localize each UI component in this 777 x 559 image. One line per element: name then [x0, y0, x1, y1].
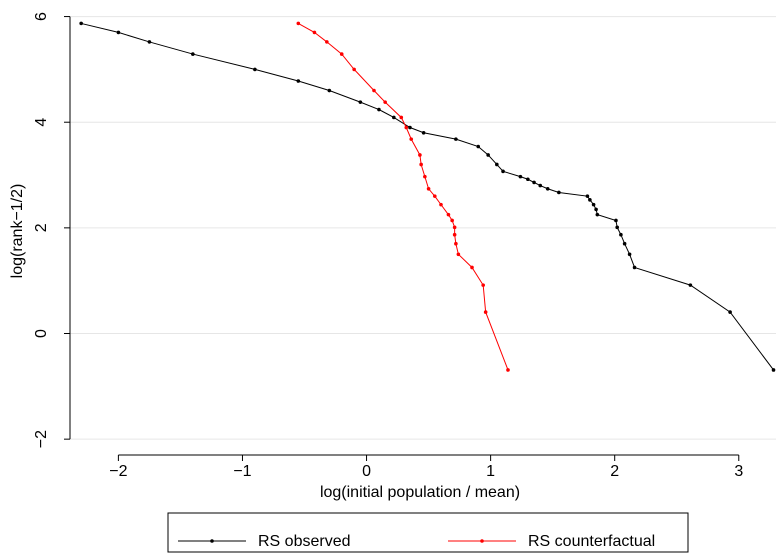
point: [450, 218, 454, 223]
point: [352, 67, 356, 72]
point: [439, 202, 443, 207]
y-axis-label: log(rank−1/2): [9, 184, 26, 279]
y-tick-label: 4: [33, 118, 50, 127]
point: [771, 368, 776, 372]
point: [446, 212, 451, 217]
point: [421, 130, 426, 135]
point: [404, 125, 409, 130]
point: [392, 115, 396, 120]
point: [619, 232, 623, 237]
legend-label: RS counterfactual: [528, 533, 655, 550]
point: [557, 190, 561, 195]
x-tick-label: −1: [233, 463, 251, 480]
point: [419, 162, 423, 167]
point: [588, 198, 592, 202]
point: [483, 310, 488, 314]
point: [418, 153, 422, 157]
point: [481, 283, 485, 287]
point: [456, 252, 461, 257]
x-tick-label: 1: [486, 463, 495, 480]
point: [253, 67, 257, 72]
point: [594, 207, 598, 212]
point: [486, 153, 490, 157]
point: [383, 100, 387, 104]
x-tick-label: 3: [734, 463, 743, 480]
point: [526, 177, 530, 182]
y-tick-label: −2: [33, 430, 50, 448]
point: [688, 283, 693, 287]
point: [325, 40, 329, 44]
point: [506, 368, 510, 372]
y-tick-label: 6: [33, 12, 50, 21]
point: [423, 174, 427, 179]
legend-marker: [210, 539, 214, 543]
point: [296, 21, 301, 26]
point: [595, 212, 600, 217]
point: [147, 40, 152, 44]
point: [432, 194, 437, 198]
legend-box: [167, 512, 689, 553]
series-line: [81, 22, 774, 371]
point: [476, 144, 481, 149]
y-tick-label: 2: [33, 223, 50, 232]
point: [454, 137, 458, 141]
point: [377, 107, 381, 112]
series-line: [298, 22, 509, 371]
legend-marker: [480, 539, 484, 543]
x-tick-label: 0: [362, 463, 371, 480]
point: [622, 241, 627, 246]
legend-label: RS observed: [258, 533, 351, 550]
point: [632, 265, 637, 270]
point: [532, 180, 536, 185]
point: [728, 310, 732, 314]
point: [191, 52, 195, 56]
point: [358, 100, 363, 104]
x-tick-label: 2: [610, 463, 619, 480]
point: [426, 186, 431, 191]
point: [545, 186, 550, 191]
x-tick-label: −2: [109, 463, 127, 480]
point: [339, 52, 344, 56]
point: [591, 202, 596, 207]
point: [399, 115, 404, 120]
point: [614, 218, 618, 223]
x-axis-label: log(initial population / mean): [320, 484, 520, 501]
y-tick-label: 0: [33, 329, 50, 338]
point: [452, 225, 457, 230]
point: [518, 174, 523, 179]
point: [116, 30, 121, 35]
point: [312, 30, 317, 35]
point: [470, 265, 474, 270]
point: [454, 241, 458, 246]
point: [372, 88, 376, 93]
point: [495, 162, 499, 167]
point: [409, 137, 414, 141]
point: [408, 125, 412, 130]
point: [538, 183, 543, 188]
point: [501, 169, 505, 174]
point: [296, 79, 301, 83]
point: [615, 225, 619, 230]
point: [79, 21, 83, 26]
point: [585, 194, 590, 198]
point: [452, 232, 457, 237]
point: [627, 252, 632, 257]
point: [327, 88, 332, 93]
